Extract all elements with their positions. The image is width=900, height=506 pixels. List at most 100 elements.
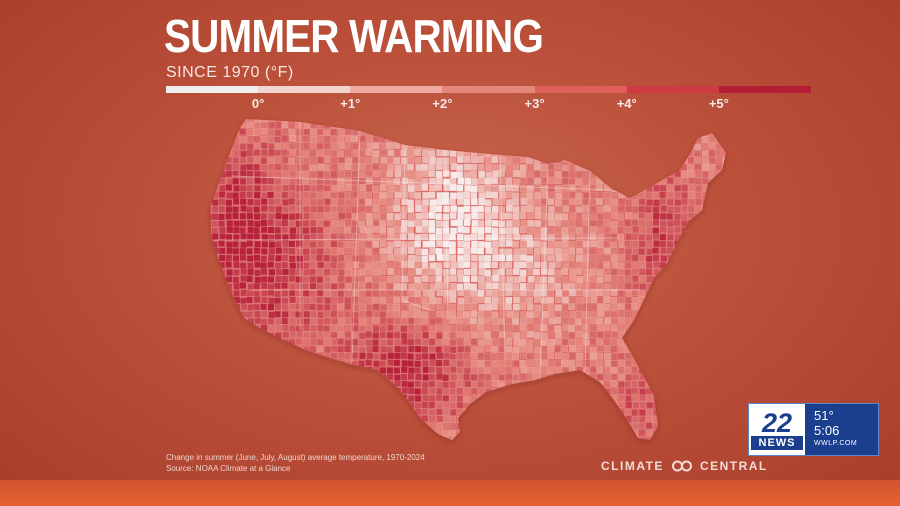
county-cell bbox=[582, 282, 590, 290]
county-cell bbox=[652, 219, 660, 226]
county-cell bbox=[660, 289, 668, 297]
county-cell bbox=[442, 143, 450, 150]
county-cell bbox=[421, 311, 429, 319]
county-cell bbox=[498, 149, 505, 157]
county-cell bbox=[394, 318, 402, 325]
county-cell bbox=[512, 346, 520, 354]
county-cell bbox=[652, 136, 660, 143]
county-cell bbox=[344, 128, 352, 136]
county-cell bbox=[604, 429, 611, 436]
county-cell bbox=[554, 240, 562, 248]
county-cell bbox=[659, 240, 667, 248]
county-cell bbox=[225, 366, 233, 374]
county-cell bbox=[415, 226, 423, 233]
county-cell bbox=[554, 213, 562, 221]
county-cell bbox=[681, 192, 688, 199]
county-cell bbox=[366, 345, 373, 353]
county-cell bbox=[379, 415, 386, 423]
county-cell bbox=[211, 205, 219, 213]
county-cell bbox=[253, 282, 261, 290]
county-cell bbox=[414, 255, 421, 263]
county-cell bbox=[624, 430, 632, 438]
county-cell bbox=[373, 247, 381, 255]
county-cell bbox=[498, 345, 506, 353]
county-cell bbox=[596, 331, 604, 339]
county-cell bbox=[449, 430, 456, 437]
county-cell bbox=[373, 119, 380, 123]
county-cell bbox=[211, 359, 219, 367]
county-cell bbox=[281, 275, 289, 283]
county-cell bbox=[330, 233, 338, 240]
county-cell bbox=[442, 359, 450, 367]
county-cell bbox=[638, 184, 646, 192]
county-cell bbox=[540, 345, 548, 353]
county-cell bbox=[702, 184, 710, 192]
county-cell bbox=[240, 317, 248, 325]
county-cell bbox=[351, 402, 359, 410]
county-cell bbox=[212, 191, 219, 199]
county-cell bbox=[485, 275, 493, 283]
county-cell bbox=[491, 430, 499, 437]
county-cell bbox=[722, 296, 726, 303]
county-cell bbox=[681, 184, 689, 192]
county-cell bbox=[387, 359, 395, 366]
county-cell bbox=[260, 135, 268, 143]
county-cell bbox=[680, 387, 688, 395]
county-cell bbox=[450, 325, 458, 332]
county-cell bbox=[331, 373, 339, 381]
county-cell bbox=[646, 332, 653, 339]
county-cell bbox=[568, 282, 576, 290]
county-cell bbox=[456, 325, 463, 332]
county-cell bbox=[596, 352, 604, 360]
county-cell bbox=[498, 268, 505, 276]
county-cell bbox=[694, 275, 702, 283]
county-cell bbox=[715, 380, 723, 388]
county-cell bbox=[210, 345, 212, 353]
county-cell bbox=[240, 401, 248, 409]
county-cell bbox=[358, 177, 366, 185]
county-cell bbox=[379, 311, 387, 319]
county-cell bbox=[316, 401, 324, 409]
county-cell bbox=[498, 339, 506, 346]
county-cell bbox=[267, 283, 275, 291]
county-cell bbox=[471, 240, 478, 248]
county-cell bbox=[561, 227, 569, 234]
county-cell bbox=[450, 119, 457, 122]
county-cell bbox=[575, 429, 583, 437]
county-cell bbox=[484, 422, 492, 430]
county-cell bbox=[687, 149, 694, 157]
county-cell bbox=[534, 395, 541, 402]
county-cell bbox=[526, 311, 534, 319]
county-cell bbox=[618, 254, 626, 262]
county-cell bbox=[687, 394, 695, 401]
county-cell bbox=[646, 311, 654, 318]
county-cell bbox=[365, 408, 373, 416]
county-cell bbox=[505, 359, 513, 367]
county-cell bbox=[568, 297, 576, 304]
county-cell bbox=[715, 339, 723, 347]
county-cell bbox=[652, 331, 660, 339]
county-cell bbox=[267, 388, 275, 396]
county-cell bbox=[366, 234, 374, 241]
county-cell bbox=[309, 119, 317, 122]
county-cell bbox=[645, 234, 653, 242]
county-cell bbox=[247, 226, 255, 234]
county-cell bbox=[387, 324, 395, 332]
county-cell bbox=[225, 261, 233, 268]
county-cell bbox=[400, 332, 408, 340]
county-cell bbox=[491, 345, 499, 353]
county-cell bbox=[526, 380, 534, 388]
county-cell bbox=[464, 213, 471, 221]
county-cell bbox=[435, 262, 443, 270]
county-cell bbox=[723, 262, 726, 270]
county-cell bbox=[520, 445, 526, 451]
county-cell bbox=[499, 445, 505, 451]
county-cell bbox=[254, 332, 262, 339]
county-cell bbox=[513, 129, 520, 137]
county-cell bbox=[253, 423, 261, 431]
county-cell bbox=[695, 325, 703, 332]
county-cell bbox=[603, 177, 611, 185]
county-cell bbox=[323, 310, 330, 318]
county-cell bbox=[716, 310, 724, 318]
county-cell bbox=[625, 317, 633, 325]
